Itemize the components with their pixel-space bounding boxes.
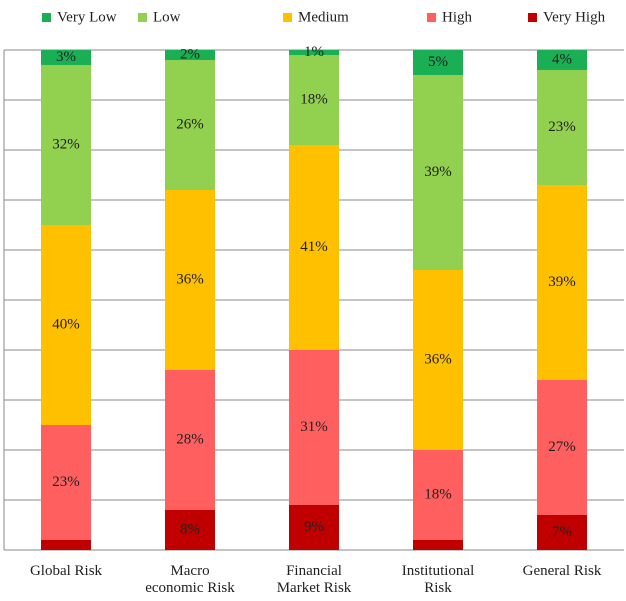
bar-segment <box>413 50 463 75</box>
legend-label: Low <box>153 9 181 25</box>
data-label: 41% <box>300 239 328 255</box>
data-label: 5% <box>428 54 448 70</box>
bar-segment <box>289 50 339 55</box>
data-label: 4% <box>552 51 572 67</box>
bar-segment <box>289 145 339 350</box>
legend-label: Very High <box>543 9 606 25</box>
bar-segment <box>289 505 339 550</box>
data-label: 26% <box>176 116 204 132</box>
bar-segment <box>537 70 587 185</box>
x-tick-label: General Risk <box>522 563 602 579</box>
data-label: 8% <box>180 521 200 537</box>
bar-segment <box>289 55 339 145</box>
data-label: 36% <box>176 271 204 287</box>
bar-segment <box>537 50 587 70</box>
bar-segment <box>165 60 215 190</box>
x-tick-label: Financial Market Risk <box>276 563 352 596</box>
bar-segment <box>537 515 587 550</box>
data-label: 3% <box>56 49 76 65</box>
legend-swatch <box>138 13 147 22</box>
data-label: 1% <box>304 44 324 60</box>
bar-segment <box>165 190 215 370</box>
legend-swatch <box>42 13 51 22</box>
bar-segment <box>41 425 91 540</box>
data-label: 28% <box>176 431 204 447</box>
data-label: 31% <box>300 419 328 435</box>
legend-label: Very Low <box>57 9 117 25</box>
legend-swatch <box>283 13 292 22</box>
data-label: 36% <box>424 351 452 367</box>
bar-segment <box>41 225 91 425</box>
data-label: 40% <box>52 316 80 332</box>
data-label: 23% <box>52 474 80 490</box>
x-tick-label: Institutional Risk <box>401 563 475 596</box>
legend-swatch <box>528 13 537 22</box>
x-tick-label: Global Risk <box>29 563 103 579</box>
bar-segment <box>41 540 91 550</box>
data-label: 2% <box>180 46 200 62</box>
legend-swatch <box>427 13 436 22</box>
data-label: 18% <box>300 91 328 107</box>
x-tick-label: Macro economic Risk <box>145 563 235 596</box>
data-label: 27% <box>548 439 576 455</box>
bar-segment <box>537 185 587 380</box>
bar-segment <box>537 380 587 515</box>
bar-segment <box>413 540 463 550</box>
bar-segment <box>41 65 91 225</box>
bar-segment <box>165 510 215 550</box>
data-label: 7% <box>552 524 572 540</box>
legend-label: High <box>442 9 473 25</box>
bar-segment <box>41 50 91 65</box>
data-label: 39% <box>424 164 452 180</box>
data-label: 23% <box>548 119 576 135</box>
data-label: 39% <box>548 274 576 290</box>
bar-segment <box>165 370 215 510</box>
bar-segment <box>413 450 463 540</box>
data-label: 32% <box>52 136 80 152</box>
bar-segment <box>413 270 463 450</box>
legend-label: Medium <box>298 9 349 25</box>
data-label: 18% <box>424 486 452 502</box>
bar-segment <box>165 50 215 60</box>
bar-segment <box>289 350 339 505</box>
data-label: 9% <box>304 519 324 535</box>
bar-segment <box>413 75 463 270</box>
